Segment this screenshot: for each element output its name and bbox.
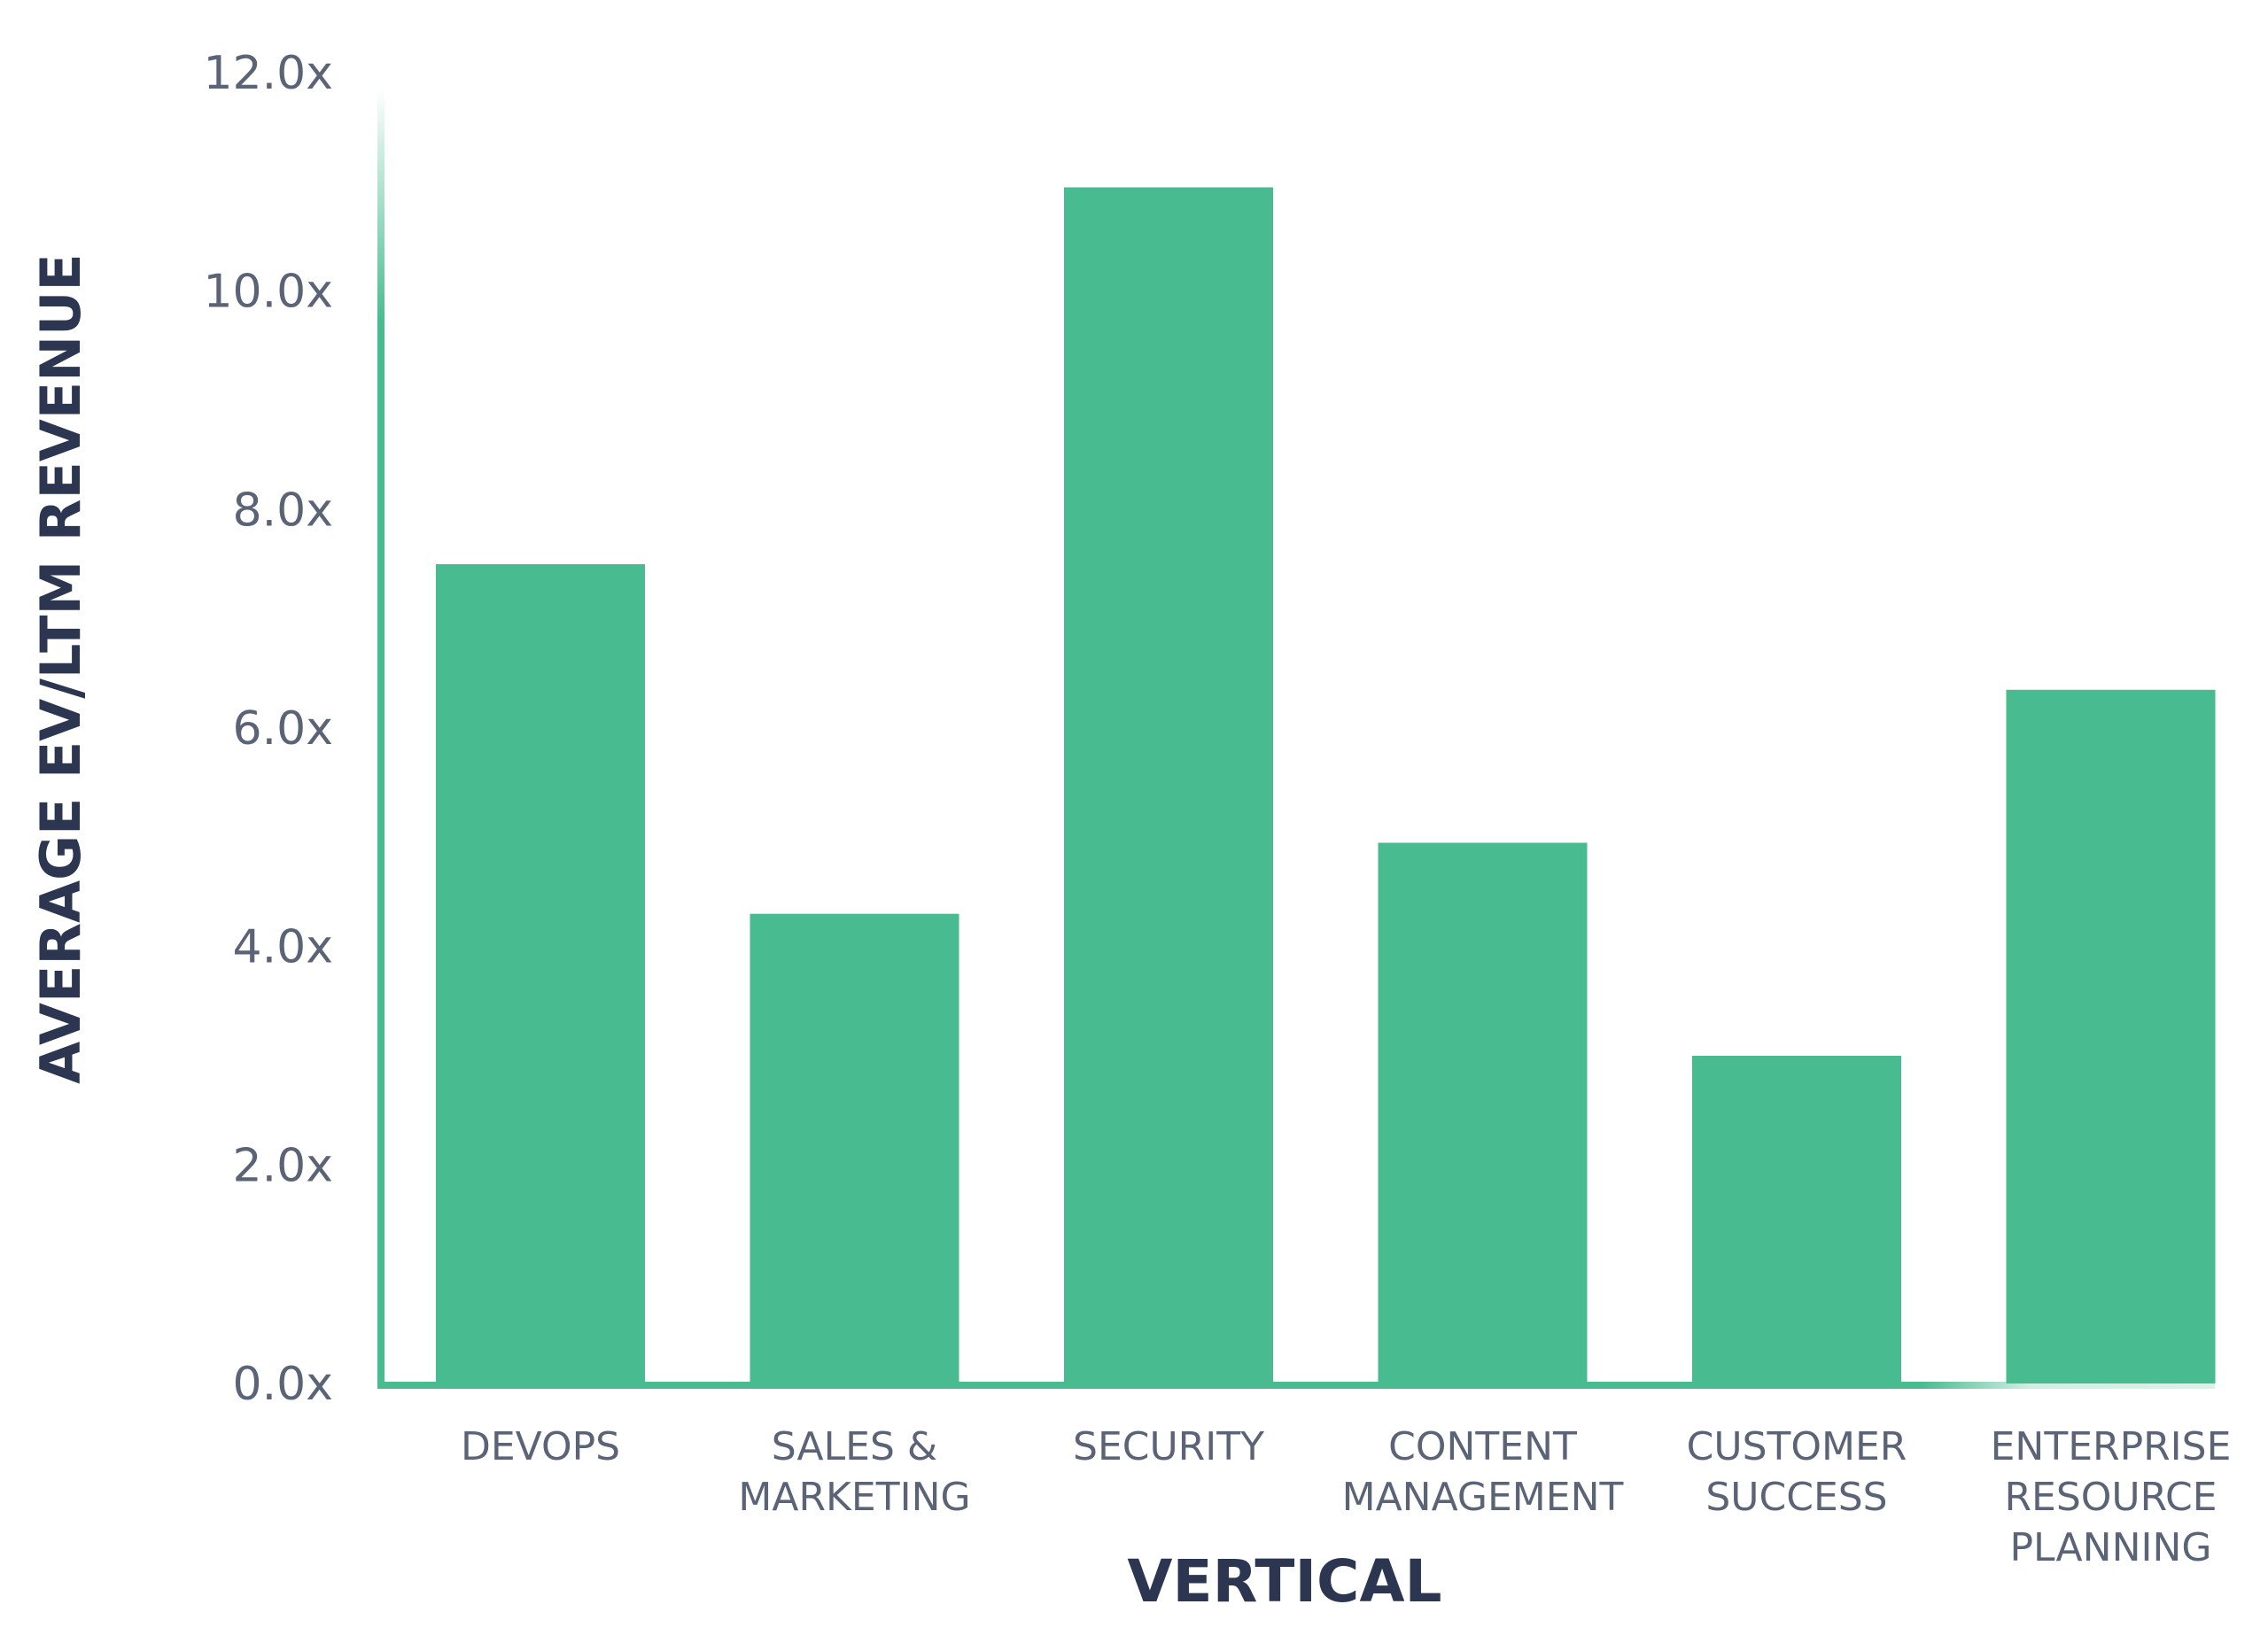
x-axis-title: VERTICAL [1127,1547,1441,1616]
x-category-labels: DEVOPS SALES & MARKETING SECURITY CONTENT MAN… [461,1424,2231,1570]
bar-3 [1064,187,1273,1383]
bar-2 [750,913,959,1383]
y-tick-label: 10.0x [203,266,333,319]
y-tick-label: 2.0x [233,1139,333,1192]
y-tick-label: 8.0x [233,484,333,537]
x-category-label: CONTENT MANAGEMENT [1342,1424,1624,1520]
bar-6 [2006,689,2216,1383]
bars-layer [436,187,2216,1383]
y-axis-title: AVERAGE EV/LTM REVENUE [28,253,93,1083]
axes-layer [377,89,2215,1389]
x-category-label: SALES & MARKETING [738,1424,970,1520]
bar-1 [436,564,645,1383]
bar-4 [1378,842,1588,1383]
x-category-label: ENTERPRISE RESOURCE PLANNING [1991,1424,2232,1570]
y-axis-line [377,89,384,1387]
x-category-label: DEVOPS [461,1424,620,1469]
x-axis-line [377,1382,2215,1389]
y-tick-labels: 0.0x 2.0x 4.0x 6.0x 8.0x 10.0x 12.0x [203,47,333,1411]
bar-5 [1692,1056,1901,1383]
x-category-label: SECURITY [1073,1424,1264,1469]
y-tick-label: 12.0x [203,47,333,100]
x-category-label: CUSTOMER SUCCESS [1687,1424,1907,1520]
y-tick-label: 4.0x [233,921,333,974]
y-tick-label: 0.0x [233,1358,333,1411]
y-tick-label: 6.0x [233,702,333,756]
